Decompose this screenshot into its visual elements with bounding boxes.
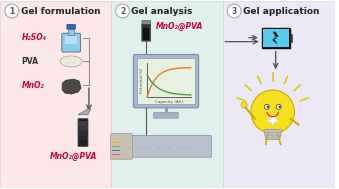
- FancyBboxPatch shape: [143, 28, 149, 40]
- Circle shape: [5, 4, 19, 18]
- FancyBboxPatch shape: [79, 140, 87, 145]
- Text: MnO₂@PVA: MnO₂@PVA: [156, 22, 203, 31]
- FancyBboxPatch shape: [79, 131, 87, 136]
- Ellipse shape: [69, 56, 73, 59]
- Text: H₂SO₄: H₂SO₄: [22, 33, 47, 42]
- Circle shape: [266, 106, 269, 108]
- FancyBboxPatch shape: [290, 34, 293, 42]
- Polygon shape: [78, 109, 91, 115]
- Text: Potential (V): Potential (V): [140, 67, 144, 93]
- Circle shape: [264, 104, 269, 109]
- FancyBboxPatch shape: [111, 1, 223, 188]
- Ellipse shape: [66, 62, 70, 65]
- Ellipse shape: [72, 61, 76, 64]
- FancyBboxPatch shape: [263, 29, 288, 46]
- Text: 3: 3: [232, 6, 237, 15]
- Text: Gel application: Gel application: [243, 6, 320, 15]
- Ellipse shape: [74, 57, 78, 60]
- Circle shape: [116, 4, 129, 18]
- Circle shape: [278, 106, 281, 108]
- Circle shape: [251, 90, 295, 134]
- Text: Capacity (Ah): Capacity (Ah): [155, 100, 183, 104]
- Text: Gel analysis: Gel analysis: [132, 6, 193, 15]
- Polygon shape: [62, 79, 81, 94]
- FancyBboxPatch shape: [142, 21, 151, 25]
- Text: 1: 1: [9, 6, 15, 15]
- Polygon shape: [264, 130, 282, 139]
- Text: PVA: PVA: [22, 57, 39, 66]
- Circle shape: [241, 102, 247, 108]
- FancyBboxPatch shape: [78, 119, 88, 146]
- Ellipse shape: [60, 56, 82, 67]
- FancyBboxPatch shape: [79, 121, 87, 126]
- FancyBboxPatch shape: [68, 29, 74, 35]
- FancyBboxPatch shape: [0, 1, 111, 188]
- FancyBboxPatch shape: [65, 36, 77, 44]
- FancyBboxPatch shape: [79, 126, 87, 131]
- FancyBboxPatch shape: [223, 1, 335, 188]
- FancyBboxPatch shape: [67, 25, 75, 29]
- FancyBboxPatch shape: [142, 24, 151, 41]
- Text: 2: 2: [120, 6, 125, 15]
- FancyBboxPatch shape: [122, 136, 212, 157]
- Circle shape: [276, 104, 281, 109]
- FancyBboxPatch shape: [111, 134, 133, 159]
- FancyBboxPatch shape: [262, 28, 290, 48]
- Text: MnO₂@PVA: MnO₂@PVA: [49, 152, 97, 161]
- FancyBboxPatch shape: [137, 58, 195, 104]
- Text: Gel formulation: Gel formulation: [21, 6, 100, 15]
- Polygon shape: [272, 32, 279, 45]
- FancyBboxPatch shape: [133, 54, 199, 108]
- Polygon shape: [267, 115, 278, 126]
- Circle shape: [227, 4, 241, 18]
- FancyBboxPatch shape: [62, 33, 81, 52]
- Text: MnO₂: MnO₂: [22, 81, 45, 90]
- Ellipse shape: [64, 57, 68, 60]
- FancyBboxPatch shape: [154, 112, 178, 118]
- FancyBboxPatch shape: [79, 136, 87, 140]
